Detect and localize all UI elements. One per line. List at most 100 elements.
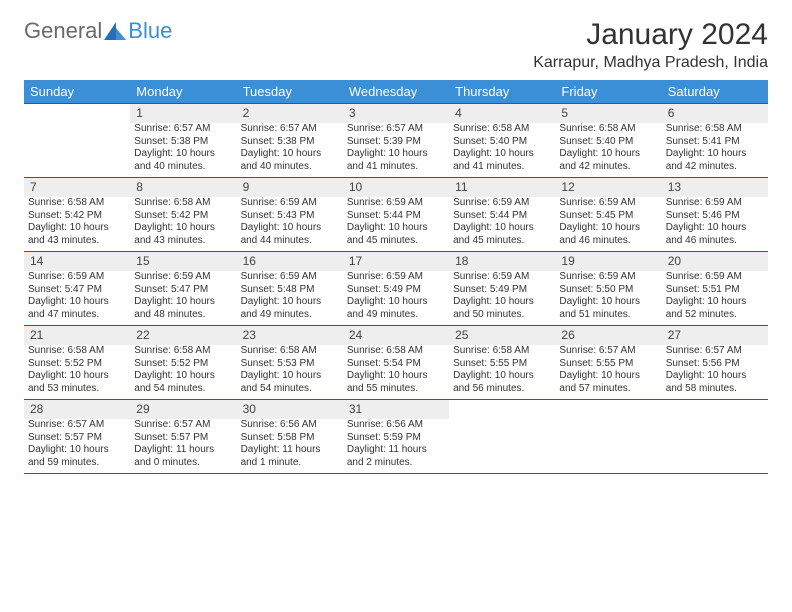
daylight-text: Daylight: 10 hours [666, 296, 764, 309]
daylight-text: Daylight: 10 hours [28, 444, 126, 457]
weekday-header-row: Sunday Monday Tuesday Wednesday Thursday… [24, 80, 768, 104]
day-number: 12 [555, 178, 661, 198]
daylight-text: and 43 minutes. [134, 235, 232, 248]
day-cell: Sunrise: 6:59 AMSunset: 5:49 PMDaylight:… [343, 271, 449, 326]
daylight-text: and 49 minutes. [347, 309, 445, 322]
sunset-text: Sunset: 5:58 PM [241, 432, 339, 445]
day-cell: Sunrise: 6:59 AMSunset: 5:49 PMDaylight:… [449, 271, 555, 326]
sunset-text: Sunset: 5:54 PM [347, 358, 445, 371]
day-number: 29 [130, 400, 236, 420]
day-cell: Sunrise: 6:57 AMSunset: 5:57 PMDaylight:… [130, 419, 236, 474]
sunset-text: Sunset: 5:44 PM [453, 210, 551, 223]
daylight-text: Daylight: 10 hours [241, 148, 339, 161]
sunrise-text: Sunrise: 6:58 AM [347, 345, 445, 358]
daylight-text: and 46 minutes. [559, 235, 657, 248]
daylight-text: and 41 minutes. [347, 161, 445, 174]
daylight-text: Daylight: 10 hours [347, 148, 445, 161]
day-cell: Sunrise: 6:59 AMSunset: 5:51 PMDaylight:… [662, 271, 768, 326]
sunset-text: Sunset: 5:43 PM [241, 210, 339, 223]
daylight-text: and 42 minutes. [559, 161, 657, 174]
daylight-text: and 45 minutes. [453, 235, 551, 248]
daylight-text: Daylight: 10 hours [241, 222, 339, 235]
header: General Blue January 2024 Karrapur, Madh… [24, 18, 768, 72]
daylight-text: Daylight: 10 hours [666, 370, 764, 383]
sunset-text: Sunset: 5:57 PM [28, 432, 126, 445]
day-cell: Sunrise: 6:59 AMSunset: 5:45 PMDaylight:… [555, 197, 661, 252]
sunset-text: Sunset: 5:49 PM [453, 284, 551, 297]
day-cell: Sunrise: 6:59 AMSunset: 5:47 PMDaylight:… [130, 271, 236, 326]
day-number: 18 [449, 252, 555, 272]
daylight-text: Daylight: 10 hours [347, 370, 445, 383]
sunset-text: Sunset: 5:45 PM [559, 210, 657, 223]
logo-triangle-icon [104, 22, 126, 40]
day-cell: Sunrise: 6:58 AMSunset: 5:42 PMDaylight:… [130, 197, 236, 252]
daylight-text: Daylight: 10 hours [28, 296, 126, 309]
day-info-row: Sunrise: 6:59 AMSunset: 5:47 PMDaylight:… [24, 271, 768, 326]
sunrise-text: Sunrise: 6:58 AM [453, 345, 551, 358]
day-cell: Sunrise: 6:56 AMSunset: 5:58 PMDaylight:… [237, 419, 343, 474]
logo-text-general: General [24, 18, 102, 44]
weekday-header: Thursday [449, 80, 555, 104]
daylight-text: and 52 minutes. [666, 309, 764, 322]
day-cell: Sunrise: 6:58 AMSunset: 5:42 PMDaylight:… [24, 197, 130, 252]
day-number: 25 [449, 326, 555, 346]
sunset-text: Sunset: 5:46 PM [666, 210, 764, 223]
day-number: 13 [662, 178, 768, 198]
sunset-text: Sunset: 5:38 PM [241, 136, 339, 149]
daylight-text: Daylight: 10 hours [559, 222, 657, 235]
daylight-text: and 55 minutes. [347, 383, 445, 396]
daylight-text: and 54 minutes. [134, 383, 232, 396]
title-block: January 2024 Karrapur, Madhya Pradesh, I… [533, 18, 768, 72]
sunrise-text: Sunrise: 6:59 AM [453, 197, 551, 210]
sunrise-text: Sunrise: 6:59 AM [347, 197, 445, 210]
daylight-text: Daylight: 10 hours [559, 148, 657, 161]
weekday-header: Monday [130, 80, 236, 104]
day-number: 16 [237, 252, 343, 272]
day-cell: Sunrise: 6:58 AMSunset: 5:40 PMDaylight:… [449, 123, 555, 178]
daylight-text: Daylight: 11 hours [134, 444, 232, 457]
day-cell: Sunrise: 6:58 AMSunset: 5:54 PMDaylight:… [343, 345, 449, 400]
sunrise-text: Sunrise: 6:58 AM [134, 197, 232, 210]
day-cell: Sunrise: 6:59 AMSunset: 5:48 PMDaylight:… [237, 271, 343, 326]
sunrise-text: Sunrise: 6:58 AM [559, 123, 657, 136]
day-cell: Sunrise: 6:57 AMSunset: 5:39 PMDaylight:… [343, 123, 449, 178]
daylight-text: and 59 minutes. [28, 457, 126, 470]
daylight-text: and 46 minutes. [666, 235, 764, 248]
day-number: 14 [24, 252, 130, 272]
sunrise-text: Sunrise: 6:58 AM [453, 123, 551, 136]
day-number: 17 [343, 252, 449, 272]
daylight-text: and 40 minutes. [134, 161, 232, 174]
sunrise-text: Sunrise: 6:59 AM [559, 197, 657, 210]
day-cell: Sunrise: 6:59 AMSunset: 5:44 PMDaylight:… [449, 197, 555, 252]
day-info-row: Sunrise: 6:57 AMSunset: 5:38 PMDaylight:… [24, 123, 768, 178]
day-number: 5 [555, 104, 661, 124]
daylight-text: and 47 minutes. [28, 309, 126, 322]
daylight-text: Daylight: 10 hours [453, 370, 551, 383]
sunset-text: Sunset: 5:52 PM [28, 358, 126, 371]
weekday-header: Tuesday [237, 80, 343, 104]
daylight-text: and 0 minutes. [134, 457, 232, 470]
day-number-row: 78910111213 [24, 178, 768, 198]
sunrise-text: Sunrise: 6:57 AM [347, 123, 445, 136]
daylight-text: and 53 minutes. [28, 383, 126, 396]
day-number: 6 [662, 104, 768, 124]
day-cell [662, 419, 768, 474]
sunset-text: Sunset: 5:40 PM [559, 136, 657, 149]
day-number-row: 28293031 [24, 400, 768, 420]
day-cell: Sunrise: 6:57 AMSunset: 5:38 PMDaylight:… [130, 123, 236, 178]
location-text: Karrapur, Madhya Pradesh, India [533, 54, 768, 72]
daylight-text: Daylight: 10 hours [28, 222, 126, 235]
sunrise-text: Sunrise: 6:57 AM [28, 419, 126, 432]
sunset-text: Sunset: 5:51 PM [666, 284, 764, 297]
weekday-header: Friday [555, 80, 661, 104]
sunset-text: Sunset: 5:52 PM [134, 358, 232, 371]
day-number-row: 123456 [24, 104, 768, 124]
daylight-text: Daylight: 10 hours [241, 296, 339, 309]
day-number: 11 [449, 178, 555, 198]
day-number: 9 [237, 178, 343, 198]
sunrise-text: Sunrise: 6:59 AM [559, 271, 657, 284]
daylight-text: and 41 minutes. [453, 161, 551, 174]
day-number: 21 [24, 326, 130, 346]
daylight-text: Daylight: 11 hours [241, 444, 339, 457]
daylight-text: and 40 minutes. [241, 161, 339, 174]
